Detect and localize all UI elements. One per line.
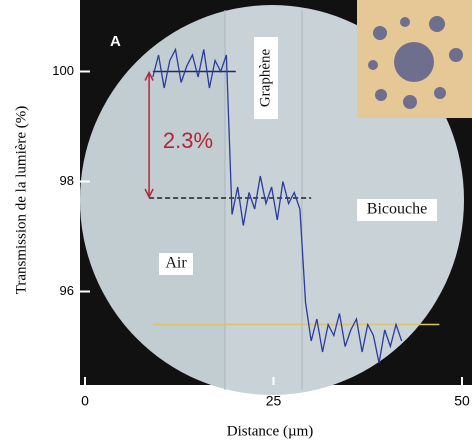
inset-dot — [375, 89, 387, 101]
panel-label: A — [110, 33, 121, 50]
y-tick-label: 98 — [60, 173, 74, 188]
y-axis-title: Transmission de la lumière (%) — [13, 106, 29, 295]
annotation: Air — [165, 255, 187, 272]
annotation: Bicouche — [367, 201, 427, 218]
inset-dot — [434, 87, 446, 99]
inset-dot — [394, 42, 434, 82]
inset — [357, 0, 472, 118]
inset-dot — [373, 26, 387, 40]
x-tick-label: 0 — [81, 393, 89, 409]
annotation: Graphène — [257, 49, 273, 108]
x-tick-label: 50 — [454, 393, 470, 409]
inset-dot — [429, 16, 445, 32]
y-tick-label: 100 — [52, 63, 74, 78]
x-tick-label: 25 — [266, 393, 282, 409]
x-axis-title: Distance (µm) — [227, 423, 314, 439]
inset-dot — [368, 60, 378, 70]
inset-dot — [449, 48, 463, 62]
y-tick-label: 96 — [60, 283, 74, 298]
annotation: 2.3% — [163, 128, 213, 153]
figure: A Distance (µm) Transmission de la lumiè… — [0, 0, 472, 444]
inset-dot — [403, 95, 417, 109]
inset-dot — [400, 17, 410, 27]
